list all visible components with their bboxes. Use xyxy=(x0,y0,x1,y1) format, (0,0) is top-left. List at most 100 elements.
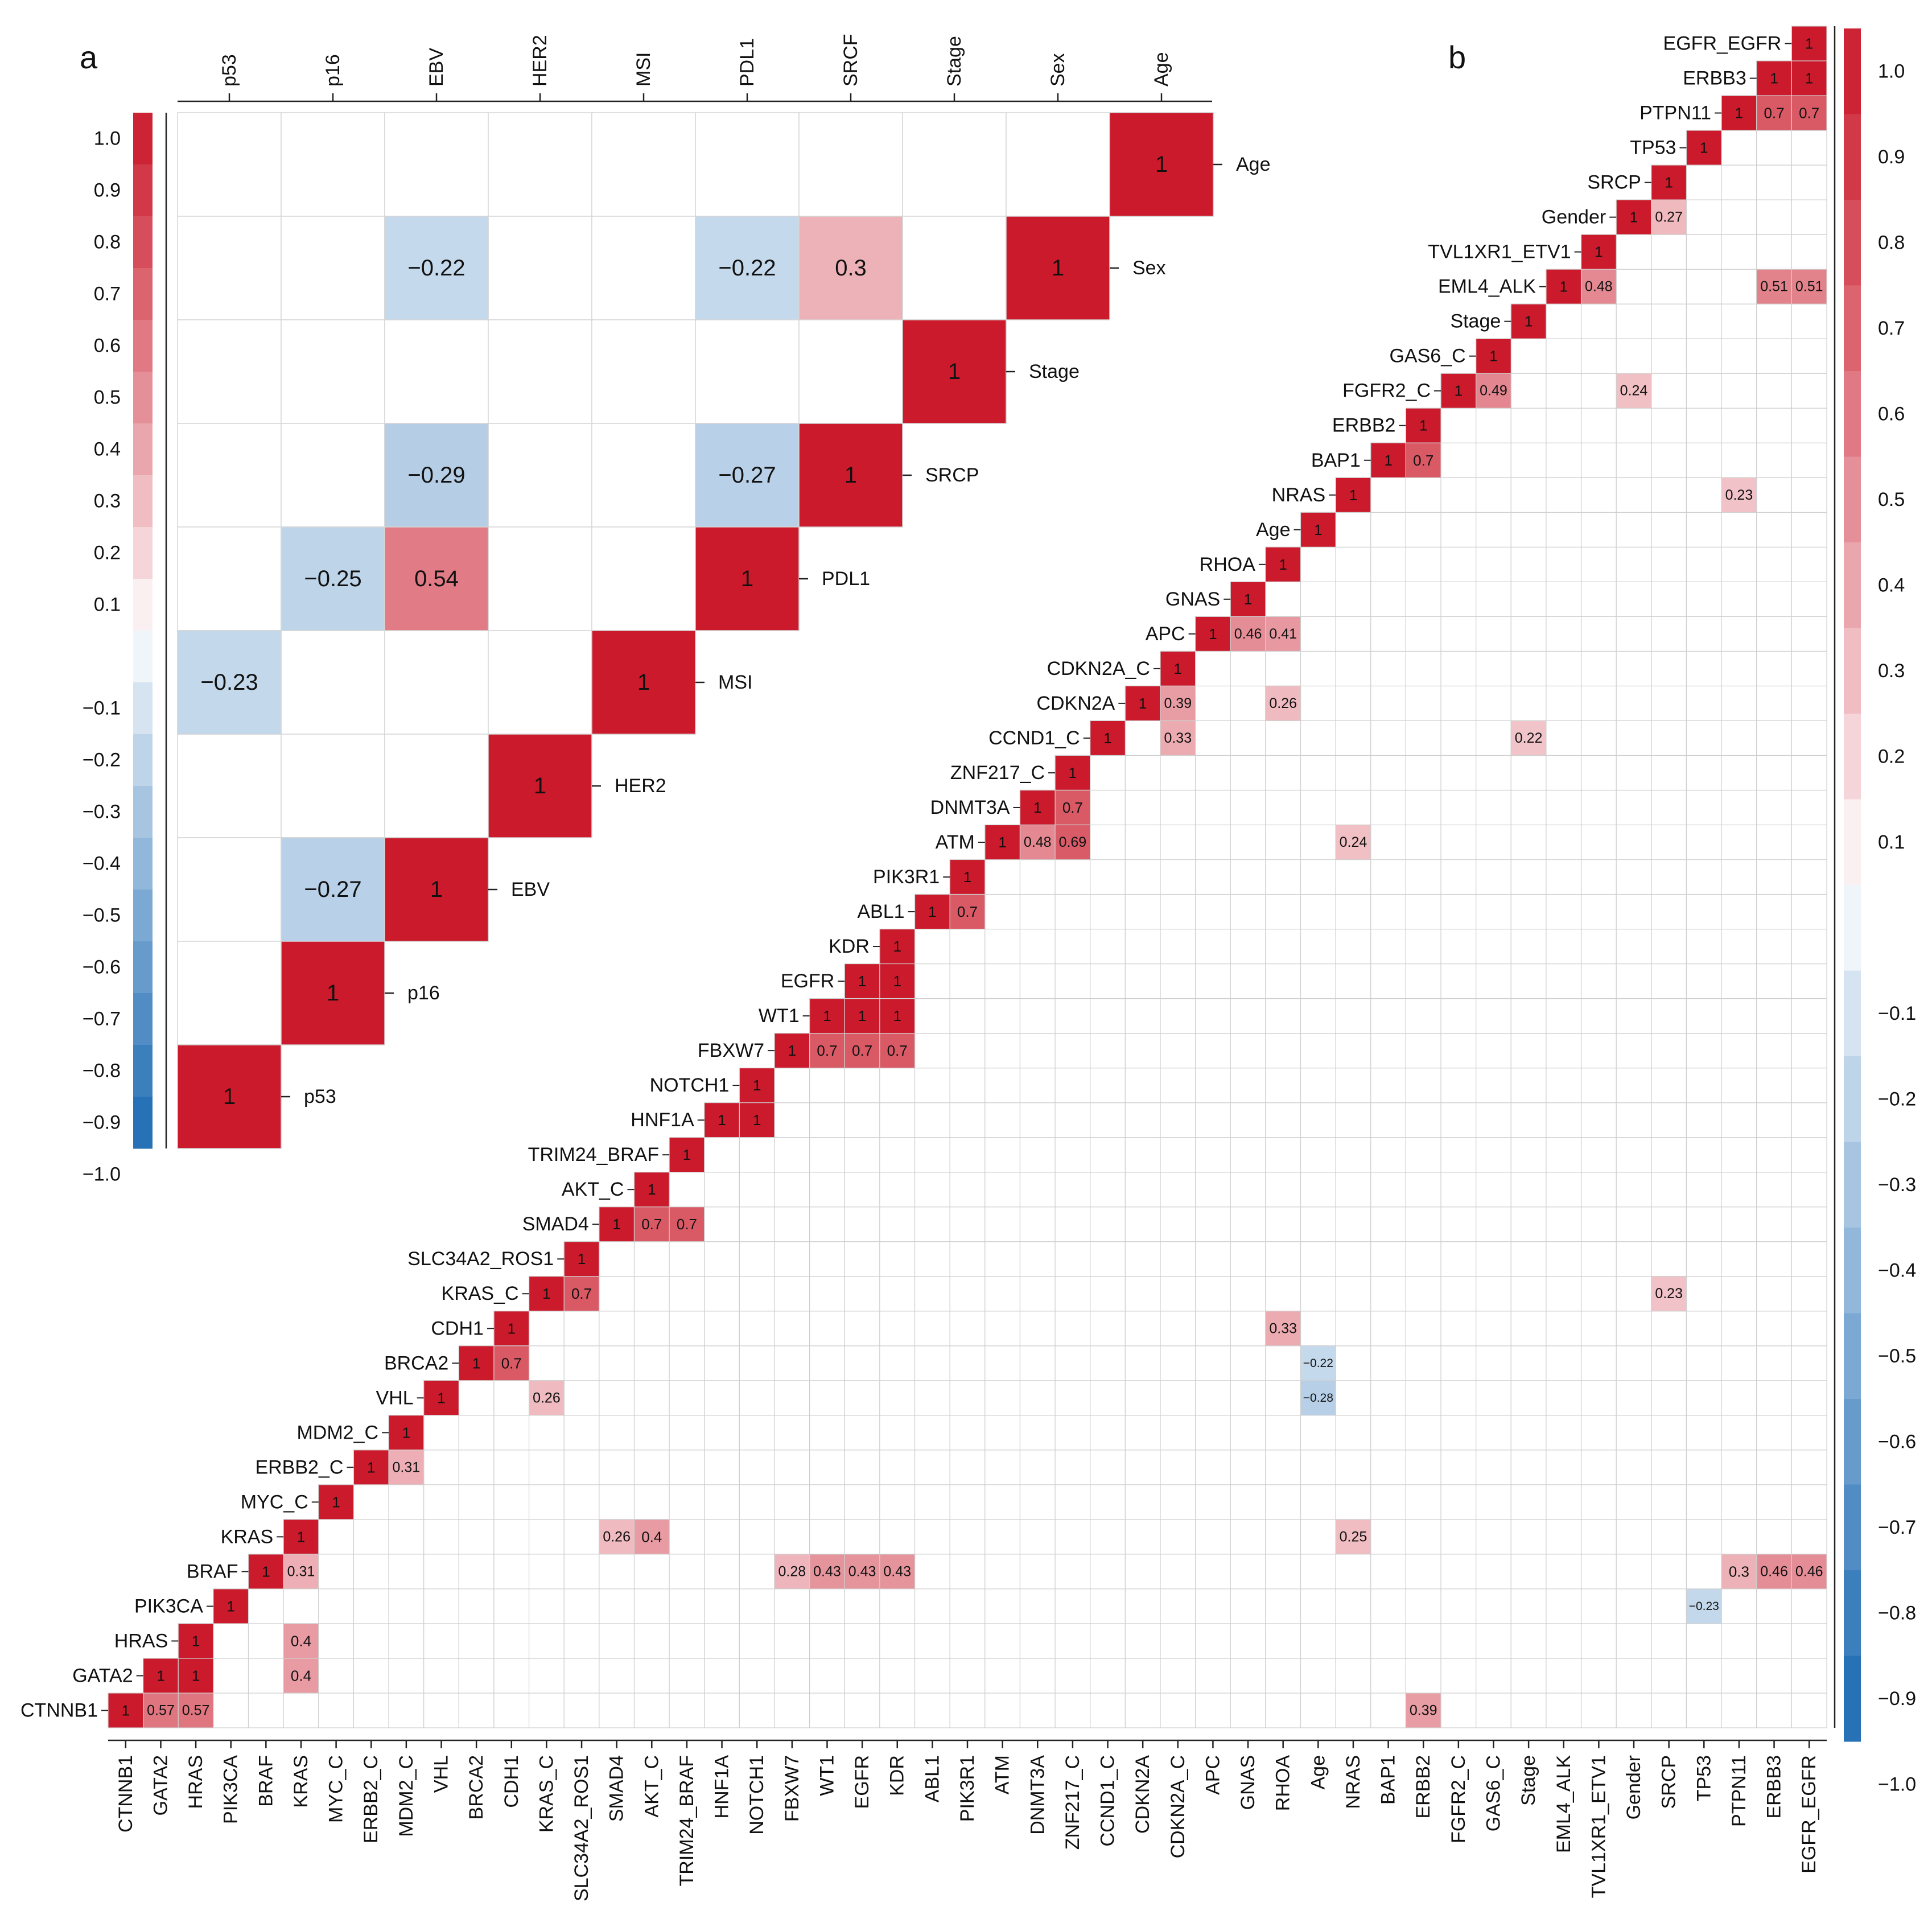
panel-b-column-label: CCND1_C xyxy=(1097,1755,1119,1847)
panel-b-grid-cell xyxy=(1160,1693,1196,1728)
panel-b-heatmap-cell xyxy=(844,963,880,999)
panel-b-grid-cell xyxy=(879,1068,916,1104)
panel-b-heatmap-cell xyxy=(1686,1588,1722,1624)
panel-b-grid-cell xyxy=(1335,1311,1371,1347)
panel-b-grid-cell xyxy=(1616,234,1652,270)
panel-b-grid-cell xyxy=(1476,1172,1511,1208)
panel-b-column-label: Age xyxy=(1307,1755,1329,1790)
panel-b-grid-cell xyxy=(1791,1519,1827,1555)
panel-a-colorbar-segment xyxy=(133,268,153,320)
panel-b-row-label: PIK3CA xyxy=(134,1595,203,1617)
panel-b-column-label: TVL1XR1_ETV1 xyxy=(1588,1755,1609,1898)
panel-b-grid-cell xyxy=(1090,1241,1126,1277)
panel-b-grid-cell xyxy=(563,1484,600,1520)
panel-b-grid-cell xyxy=(1124,1172,1161,1208)
panel-a-grid-cell xyxy=(281,112,385,217)
panel-b-column-label: CDKN2A xyxy=(1132,1755,1154,1834)
panel-b-grid-cell xyxy=(669,1554,705,1590)
panel-b-colorbar-tick-label: −0.9 xyxy=(1878,1688,1916,1710)
panel-b-grid-cell xyxy=(1440,477,1477,513)
panel-b-grid-cell xyxy=(1476,1276,1511,1312)
panel-b-grid-cell xyxy=(669,1276,705,1312)
panel-b-grid-cell xyxy=(1405,963,1441,999)
panel-b-colorbar-segment xyxy=(1844,628,1861,714)
panel-b-grid-cell xyxy=(1300,893,1336,930)
panel-b-grid-cell xyxy=(388,1484,425,1520)
panel-b-grid-cell xyxy=(1721,1241,1757,1277)
panel-b-grid-cell xyxy=(283,1693,319,1728)
panel-b-grid-cell xyxy=(1791,303,1827,339)
panel-b-grid-cell xyxy=(809,1137,845,1173)
panel-b-grid-cell xyxy=(1756,1172,1792,1208)
panel-b-row-label: EML4_ALK xyxy=(1438,276,1536,298)
panel-b-grid-cell xyxy=(1370,1102,1407,1138)
panel-b-grid-cell xyxy=(1019,893,1056,930)
panel-b-heatmap-cell xyxy=(1580,234,1617,270)
panel-a-grid-cell xyxy=(488,216,592,320)
panel-b-grid-cell xyxy=(1124,1554,1161,1590)
panel-b-grid-cell xyxy=(1616,1484,1652,1520)
panel-b-grid-cell xyxy=(1230,1137,1266,1173)
panel-a-colorbar-segment xyxy=(133,941,153,994)
panel-b-grid-cell xyxy=(1721,1658,1757,1694)
panel-b-grid-cell xyxy=(1756,1415,1792,1451)
panel-b-column-label: GAS6_C xyxy=(1482,1755,1504,1831)
panel-b-grid-cell xyxy=(1721,303,1757,339)
panel-b-grid-cell xyxy=(1721,824,1757,860)
panel-b-cell-value-label: 0.43 xyxy=(813,1563,841,1579)
panel-b-cell-value-label: 0.46 xyxy=(1234,626,1262,642)
panel-b-grid-cell xyxy=(1756,199,1792,235)
panel-b-colorbar-segment xyxy=(1844,970,1861,1057)
panel-b-heatmap-cell xyxy=(633,1519,670,1555)
panel-b-grid-cell xyxy=(1090,1311,1126,1347)
panel-b-grid-cell xyxy=(1791,581,1827,617)
panel-b-grid-cell xyxy=(528,1311,565,1347)
panel-b-grid-cell xyxy=(1756,477,1792,513)
panel-a-colorbar-segment xyxy=(133,890,153,942)
panel-b-cell-value-label: 1 xyxy=(1419,417,1427,434)
panel-b-cell-value-label: 0.24 xyxy=(1340,834,1367,850)
panel-b-heatmap-cell xyxy=(353,1450,389,1485)
panel-b-grid-cell xyxy=(423,1450,459,1485)
panel-b-grid-cell xyxy=(1019,1068,1056,1104)
panel-b-grid-cell xyxy=(1230,859,1266,895)
panel-b-grid-cell xyxy=(1124,1519,1161,1555)
panel-b-grid-cell xyxy=(1335,616,1371,652)
panel-a-row-label: Stage xyxy=(1029,361,1080,382)
panel-b-grid-cell xyxy=(1019,1658,1056,1694)
panel-b-grid-cell xyxy=(493,1484,530,1520)
panel-b-grid-cell xyxy=(458,1623,495,1659)
panel-b-row-label: KRAS_C xyxy=(442,1283,519,1304)
panel-b-heatmap-cell xyxy=(1510,720,1547,756)
panel-b-cell-value-label: 1 xyxy=(1384,452,1392,469)
panel-a-heatmap-cell xyxy=(281,837,385,942)
panel-b-grid-cell xyxy=(1616,1519,1652,1555)
panel-b-grid-cell xyxy=(1651,1623,1687,1659)
panel-b-grid-cell xyxy=(1791,1484,1827,1520)
panel-b-grid-cell xyxy=(1686,1311,1722,1347)
panel-b-cell-value-label: 0.49 xyxy=(1480,383,1507,399)
panel-b-grid-cell xyxy=(1651,1102,1687,1138)
panel-b-column-label: EML4_ALK xyxy=(1553,1755,1575,1853)
panel-b-grid-cell xyxy=(1686,1380,1722,1416)
panel-b-grid-cell xyxy=(1546,928,1582,965)
panel-b-grid-cell xyxy=(1160,1345,1196,1381)
panel-b-grid-cell xyxy=(1756,581,1792,617)
panel-b-cell-value-label: 0.39 xyxy=(1164,695,1192,711)
panel-b-row-label: GATA2 xyxy=(72,1665,133,1686)
panel-b-grid-cell xyxy=(1686,1484,1722,1520)
panel-b-grid-cell xyxy=(1510,1172,1547,1208)
panel-b-grid-cell xyxy=(914,1207,950,1242)
panel-b-grid-cell xyxy=(1616,755,1652,791)
panel-b-grid-cell xyxy=(844,1276,880,1312)
panel-b-grid-cell xyxy=(1756,650,1792,686)
panel-b-grid-cell xyxy=(1476,928,1511,965)
panel-b-grid-cell xyxy=(599,1554,635,1590)
panel-b-grid-cell xyxy=(1791,477,1827,513)
panel-b-grid-cell xyxy=(1510,824,1547,860)
panel-b-grid-cell xyxy=(1651,685,1687,722)
panel-b-grid-cell xyxy=(458,1415,495,1451)
panel-b-heatmap-cell xyxy=(283,1554,319,1590)
panel-b-grid-cell xyxy=(213,1693,249,1728)
panel-b-cell-value-label: 0.7 xyxy=(1799,105,1819,122)
